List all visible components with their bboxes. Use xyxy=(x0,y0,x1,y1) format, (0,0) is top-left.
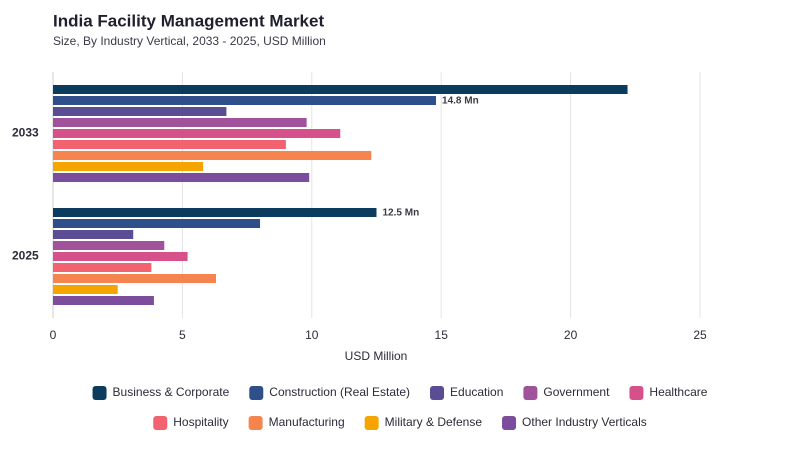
bar xyxy=(53,173,310,182)
legend-swatch xyxy=(502,416,517,430)
legend-label: Other Industry Verticals xyxy=(522,415,647,429)
legend-label: Education xyxy=(450,385,503,399)
bar xyxy=(53,151,372,160)
chart-subtitle: Size, By Industry Vertical, 2033 - 2025,… xyxy=(53,34,326,48)
x-tick-label: 25 xyxy=(693,328,707,342)
legend-label: Construction (Real Estate) xyxy=(269,385,410,399)
legend-swatch xyxy=(364,416,379,430)
bar xyxy=(53,263,152,272)
chart-title: India Facility Management Market xyxy=(53,11,324,30)
x-tick-label: 15 xyxy=(435,328,449,342)
y-tick-label: 2025 xyxy=(12,249,39,263)
bar xyxy=(53,252,188,261)
bar xyxy=(53,230,134,239)
legend-label: Manufacturing xyxy=(269,415,345,429)
value-label: 12.5 Mn xyxy=(383,208,420,219)
x-tick-label: 20 xyxy=(564,328,578,342)
x-tick-label: 5 xyxy=(179,328,186,342)
legend-label: Business & Corporate xyxy=(113,385,230,399)
bar xyxy=(53,129,341,138)
bar xyxy=(53,107,227,116)
value-label: 14.8 Mn xyxy=(442,96,479,107)
legend-swatch xyxy=(523,386,538,400)
legend-label: Healthcare xyxy=(649,385,707,399)
legend-label: Military & Defense xyxy=(385,415,483,429)
x-tick-label: 10 xyxy=(305,328,319,342)
bar xyxy=(53,162,204,171)
legend-swatch xyxy=(248,416,263,430)
bar xyxy=(53,208,377,217)
bar xyxy=(53,219,261,228)
legend-swatch xyxy=(92,386,107,400)
legend-swatch xyxy=(430,386,445,400)
bar xyxy=(53,296,154,305)
bar xyxy=(53,96,437,105)
bar xyxy=(53,118,307,127)
bar xyxy=(53,285,118,294)
bar xyxy=(53,140,286,149)
legend-swatch xyxy=(249,386,264,400)
legend-swatch xyxy=(153,416,168,430)
bar xyxy=(53,241,165,250)
x-axis-label: USD Million xyxy=(345,349,408,363)
bar xyxy=(53,85,628,94)
legend-label: Government xyxy=(543,385,610,399)
legend-label: Hospitality xyxy=(173,415,228,429)
x-tick-label: 0 xyxy=(50,328,57,342)
y-tick-label: 2033 xyxy=(12,126,39,140)
bar xyxy=(53,274,217,283)
legend-swatch xyxy=(629,386,644,400)
